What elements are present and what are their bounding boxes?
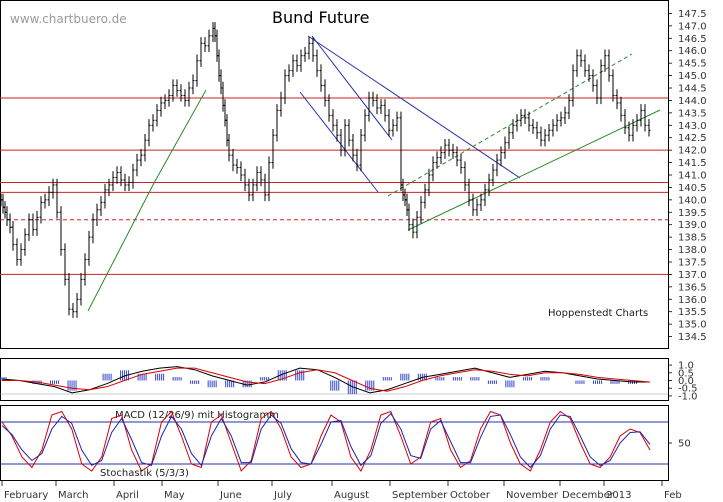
trend-lines: [87, 35, 661, 312]
macd-histogram: [0, 370, 637, 395]
price-tick-label: 139.5: [678, 208, 707, 219]
x-tick-label: March: [58, 490, 88, 501]
price-tick-label: 141.0: [678, 171, 707, 182]
price-tick-label: 142.0: [678, 146, 707, 157]
price-tick-label: 145.0: [678, 71, 707, 82]
x-tick-label: July: [273, 490, 292, 501]
x-tick-label: August: [334, 490, 369, 501]
x-tick-label: September: [392, 490, 448, 501]
macd-tick-label: 0.0: [678, 376, 694, 387]
price-tick-label: 140.5: [678, 183, 707, 194]
stoch-k-line: [1, 410, 651, 472]
price-tick-label: 145.5: [678, 59, 707, 70]
x-axis-labels: February March April May June July August Septe…: [1, 481, 682, 501]
x-tick-label: December: [562, 490, 615, 501]
annotation-hoppenstedt: Hoppenstedt Charts: [548, 308, 648, 319]
price-tick-label: 143.0: [678, 121, 707, 132]
trend-line-green-up-2: [153, 89, 207, 184]
x-tick-label: April: [116, 490, 139, 501]
price-tick-label: 147.5: [678, 9, 707, 20]
macd-tick-label: -0.5: [678, 384, 698, 395]
price-bars: [0, 22, 651, 318]
x-tick-label: October: [450, 490, 491, 501]
stoch-tick-label: 50: [678, 439, 691, 450]
x-tick-label: November: [506, 490, 559, 501]
stoch-bands: [0, 421, 668, 465]
price-tick-label: 134.5: [678, 332, 707, 343]
support-resistance-lines: [0, 97, 668, 275]
macd-tick-label: -1.0: [678, 391, 698, 402]
trend-line-blue-channel-1: [311, 35, 393, 141]
trend-line-green-up: [87, 182, 155, 312]
price-tick-label: 146.0: [678, 46, 707, 57]
price-tick-label: 141.5: [678, 158, 707, 169]
stoch-label: Stochastik (5/3/3): [100, 468, 189, 479]
price-tick-label: 144.0: [678, 96, 707, 107]
watermark: www.chartbuero.de: [10, 12, 127, 26]
chart-title: Bund Future: [272, 8, 370, 27]
trend-line-green-channel-high: [387, 53, 633, 197]
price-tick-label: 138.5: [678, 233, 707, 244]
trend-line-blue-channel-2: [299, 91, 379, 193]
price-tick-label: 144.5: [678, 84, 707, 95]
price-tick-label: 136.5: [678, 282, 707, 293]
x-tick-label: Feb: [664, 490, 682, 501]
price-tick-label: 137.0: [678, 270, 707, 281]
stoch-y-axis: 50: [668, 439, 691, 450]
macd-tick-label: 1.0: [678, 361, 694, 372]
price-tick-label: 138.0: [678, 245, 707, 256]
macd-label: MACD (12/26/9) mit Histogramm: [115, 410, 279, 421]
macd-tick-label: 0.5: [678, 368, 694, 379]
stoch-d-line: [1, 412, 651, 469]
macd-signal-line: [2, 367, 651, 392]
trend-line-green-channel-low: [407, 109, 661, 231]
price-tick-label: 135.0: [678, 320, 707, 331]
price-tick-label: 146.5: [678, 34, 707, 45]
x-tick-label: 2013: [606, 490, 631, 501]
price-tick-label: 142.5: [678, 133, 707, 144]
x-tick-label: February: [4, 490, 48, 501]
x-tick-label: May: [164, 490, 185, 501]
x-tick-label: June: [219, 490, 242, 501]
trend-line-blue-down: [307, 35, 521, 179]
price-tick-label: 135.5: [678, 307, 707, 318]
price-panel: [0, 0, 669, 349]
price-tick-label: 136.0: [678, 295, 707, 306]
price-tick-label: 147.0: [678, 21, 707, 32]
price-tick-label: 140.0: [678, 195, 707, 206]
macd-y-axis: 1.00.50.0-0.5-1.0: [668, 361, 698, 402]
price-tick-label: 137.5: [678, 257, 707, 268]
price-tick-label: 139.0: [678, 220, 707, 231]
price-tick-label: 143.5: [678, 108, 707, 119]
macd-line: [1, 366, 650, 394]
